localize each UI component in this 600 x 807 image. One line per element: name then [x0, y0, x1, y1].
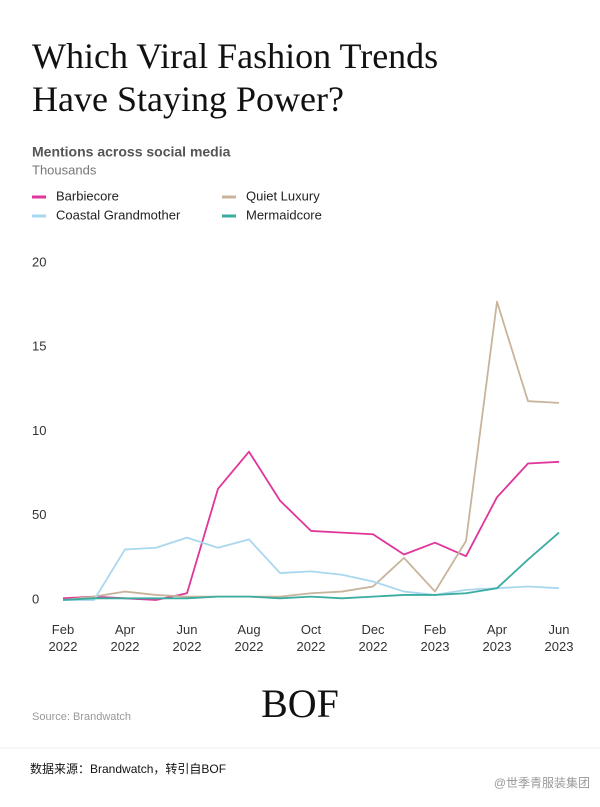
x-tick-label: Apr 2022: [111, 622, 140, 654]
x-tick-line: Jun: [177, 622, 198, 637]
x-tick-label: Feb 2022: [49, 622, 78, 654]
x-tick-line: 2022: [49, 639, 78, 654]
series-line: [62, 300, 560, 601]
series-line: [63, 536, 560, 601]
x-tick-label: Oct 2022: [297, 622, 326, 654]
watermark: @世季青服装集团: [494, 775, 590, 790]
unit-label: Thousands: [32, 162, 97, 177]
x-tick-line: Apr: [487, 622, 508, 637]
x-tick-line: Oct: [301, 622, 322, 637]
y-tick-label: 15: [32, 339, 46, 354]
x-tick-line: 2022: [111, 639, 140, 654]
x-tick-label: Feb 2023: [421, 622, 450, 654]
x-tick-line: 2023: [483, 639, 512, 654]
x-tick-line: 2022: [359, 639, 388, 654]
x-tick-line: Jun: [549, 622, 570, 637]
title-line: Which Viral Fashion Trends: [32, 36, 438, 76]
series-line: [62, 450, 560, 601]
source: Source: Brandwatch: [32, 711, 131, 723]
x-tick-line: Feb: [424, 622, 446, 637]
title-line: Have Staying Power?: [32, 79, 344, 119]
x-tick-line: 2022: [173, 639, 202, 654]
caption: 数据来源：Brandwatch，转引自BOF: [30, 761, 226, 776]
x-tick-line: Dec: [361, 622, 385, 637]
x-tick-line: 2022: [235, 639, 264, 654]
x-tick-line: 2022: [297, 639, 326, 654]
subtitle: Mentions across social media: [32, 144, 231, 160]
x-tick-line: 2023: [421, 639, 450, 654]
x-tick-line: Apr: [115, 622, 136, 637]
legend-label: Quiet Luxury: [246, 188, 320, 203]
x-tick-line: Feb: [52, 622, 74, 637]
y-tick-label: 20: [32, 254, 46, 269]
chart-title: Which Viral Fashion Trends Have Staying P…: [32, 36, 438, 119]
y-tick-label: 0: [32, 591, 39, 606]
legend-label: Mermaidcore: [246, 207, 322, 222]
x-tick-label: Apr 2023: [483, 622, 512, 654]
y-tick-label: 10: [32, 423, 46, 438]
logo: BOF: [261, 681, 339, 726]
legend-label: Barbiecore: [56, 188, 119, 203]
x-tick-label: Jun 2023: [545, 622, 574, 654]
legend-label: Coastal Grandmother: [56, 207, 181, 222]
x-tick-label: Dec 2022: [359, 622, 388, 654]
x-tick-line: Aug: [237, 622, 260, 637]
y-tick-label: 50: [32, 507, 46, 522]
x-tick-label: Jun 2022: [173, 622, 202, 654]
series-line: [62, 531, 560, 601]
x-tick-label: Aug 2022: [235, 622, 264, 654]
x-tick-line: 2023: [545, 639, 574, 654]
